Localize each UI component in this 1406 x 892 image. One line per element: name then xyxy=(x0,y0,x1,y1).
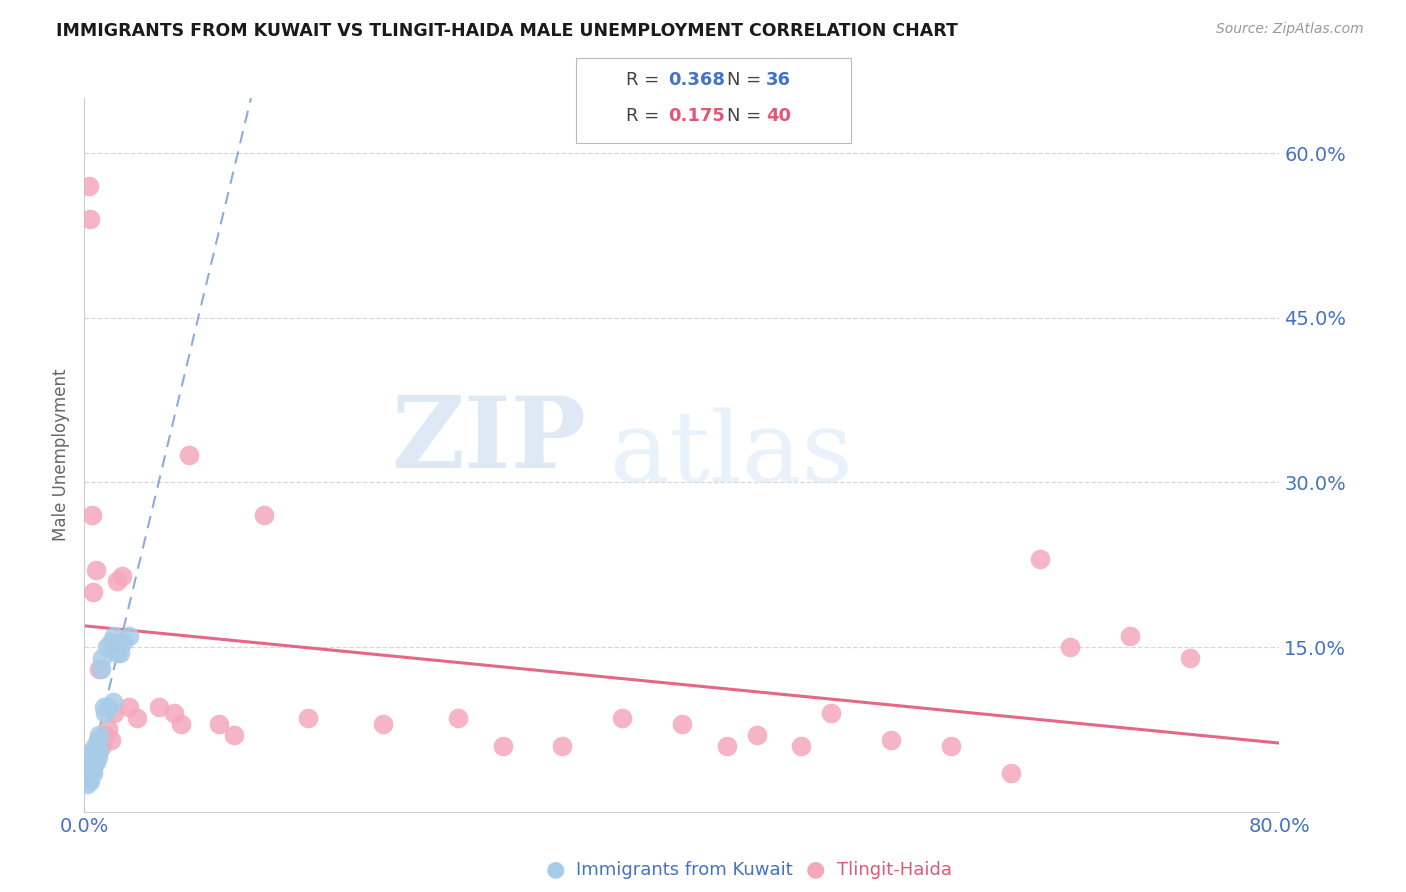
Point xyxy=(87,749,110,764)
Point xyxy=(79,766,101,780)
Point xyxy=(177,448,200,462)
Point xyxy=(671,717,693,731)
Point xyxy=(97,700,120,714)
Text: Immigrants from Kuwait: Immigrants from Kuwait xyxy=(576,861,793,879)
Text: ●: ● xyxy=(546,860,565,880)
Point xyxy=(101,695,124,709)
Point xyxy=(86,563,108,577)
Point xyxy=(80,744,103,758)
Point xyxy=(222,728,245,742)
Text: N =: N = xyxy=(727,71,766,89)
Point xyxy=(76,777,98,791)
Text: 0.175: 0.175 xyxy=(668,107,724,125)
Point xyxy=(94,728,117,742)
Point xyxy=(82,585,104,599)
Point xyxy=(105,646,128,660)
Point xyxy=(125,711,148,725)
Point xyxy=(118,629,141,643)
Point xyxy=(87,733,110,747)
Text: N =: N = xyxy=(727,107,766,125)
Point xyxy=(112,634,135,648)
Point xyxy=(91,651,114,665)
Point xyxy=(103,629,125,643)
Point xyxy=(86,744,108,758)
Point xyxy=(103,706,125,720)
Point xyxy=(371,717,394,731)
Point xyxy=(163,706,186,720)
Point xyxy=(83,752,105,766)
Point xyxy=(79,211,101,226)
Text: 40: 40 xyxy=(766,107,792,125)
Point xyxy=(82,749,104,764)
Point xyxy=(77,756,100,770)
Point xyxy=(492,739,515,753)
Point xyxy=(86,756,108,770)
Text: Tlingit-Haida: Tlingit-Haida xyxy=(837,861,952,879)
Point xyxy=(610,711,633,725)
Point xyxy=(96,640,118,654)
Text: 36: 36 xyxy=(766,71,792,89)
Point xyxy=(79,761,101,775)
Point xyxy=(1178,651,1201,665)
Text: IMMIGRANTS FROM KUWAIT VS TLINGIT-HAIDA MALE UNEMPLOYMENT CORRELATION CHART: IMMIGRANTS FROM KUWAIT VS TLINGIT-HAIDA … xyxy=(56,22,957,40)
Point xyxy=(93,700,115,714)
Point xyxy=(447,711,470,725)
Point xyxy=(94,706,117,720)
Point xyxy=(111,568,134,582)
Point xyxy=(148,700,170,714)
Point xyxy=(89,744,111,758)
Point xyxy=(76,761,98,775)
Point xyxy=(1029,552,1052,566)
Point xyxy=(80,508,103,523)
Point xyxy=(110,646,132,660)
Point xyxy=(1000,766,1022,780)
Point xyxy=(80,763,103,777)
Point xyxy=(77,766,100,780)
Text: atlas: atlas xyxy=(610,407,853,503)
Point xyxy=(80,756,103,770)
Point xyxy=(820,706,842,720)
Point xyxy=(790,739,813,753)
Point xyxy=(297,711,319,725)
Text: R =: R = xyxy=(626,107,665,125)
Point xyxy=(75,772,97,786)
Point xyxy=(79,774,101,789)
Text: ●: ● xyxy=(806,860,825,880)
Point xyxy=(83,739,105,753)
Y-axis label: Male Unemployment: Male Unemployment xyxy=(52,368,70,541)
Point xyxy=(77,178,100,193)
Point xyxy=(118,700,141,714)
Point xyxy=(105,574,128,589)
Point xyxy=(170,717,193,731)
Point xyxy=(89,662,111,676)
Point xyxy=(91,739,114,753)
Point xyxy=(90,662,112,676)
Point xyxy=(77,772,100,786)
Point xyxy=(100,634,122,648)
Text: 0.368: 0.368 xyxy=(668,71,725,89)
Point xyxy=(551,739,574,753)
Point xyxy=(208,717,231,731)
Point xyxy=(939,739,962,753)
Text: R =: R = xyxy=(626,71,665,89)
Point xyxy=(253,508,276,523)
Point xyxy=(716,739,738,753)
Point xyxy=(82,766,104,780)
Point xyxy=(1059,640,1081,654)
Point xyxy=(82,758,104,772)
Text: Source: ZipAtlas.com: Source: ZipAtlas.com xyxy=(1216,22,1364,37)
Point xyxy=(100,733,122,747)
Point xyxy=(1119,629,1142,643)
Point xyxy=(89,728,111,742)
Point xyxy=(745,728,768,742)
Text: ZIP: ZIP xyxy=(391,392,586,489)
Point xyxy=(97,723,120,737)
Point xyxy=(880,733,903,747)
